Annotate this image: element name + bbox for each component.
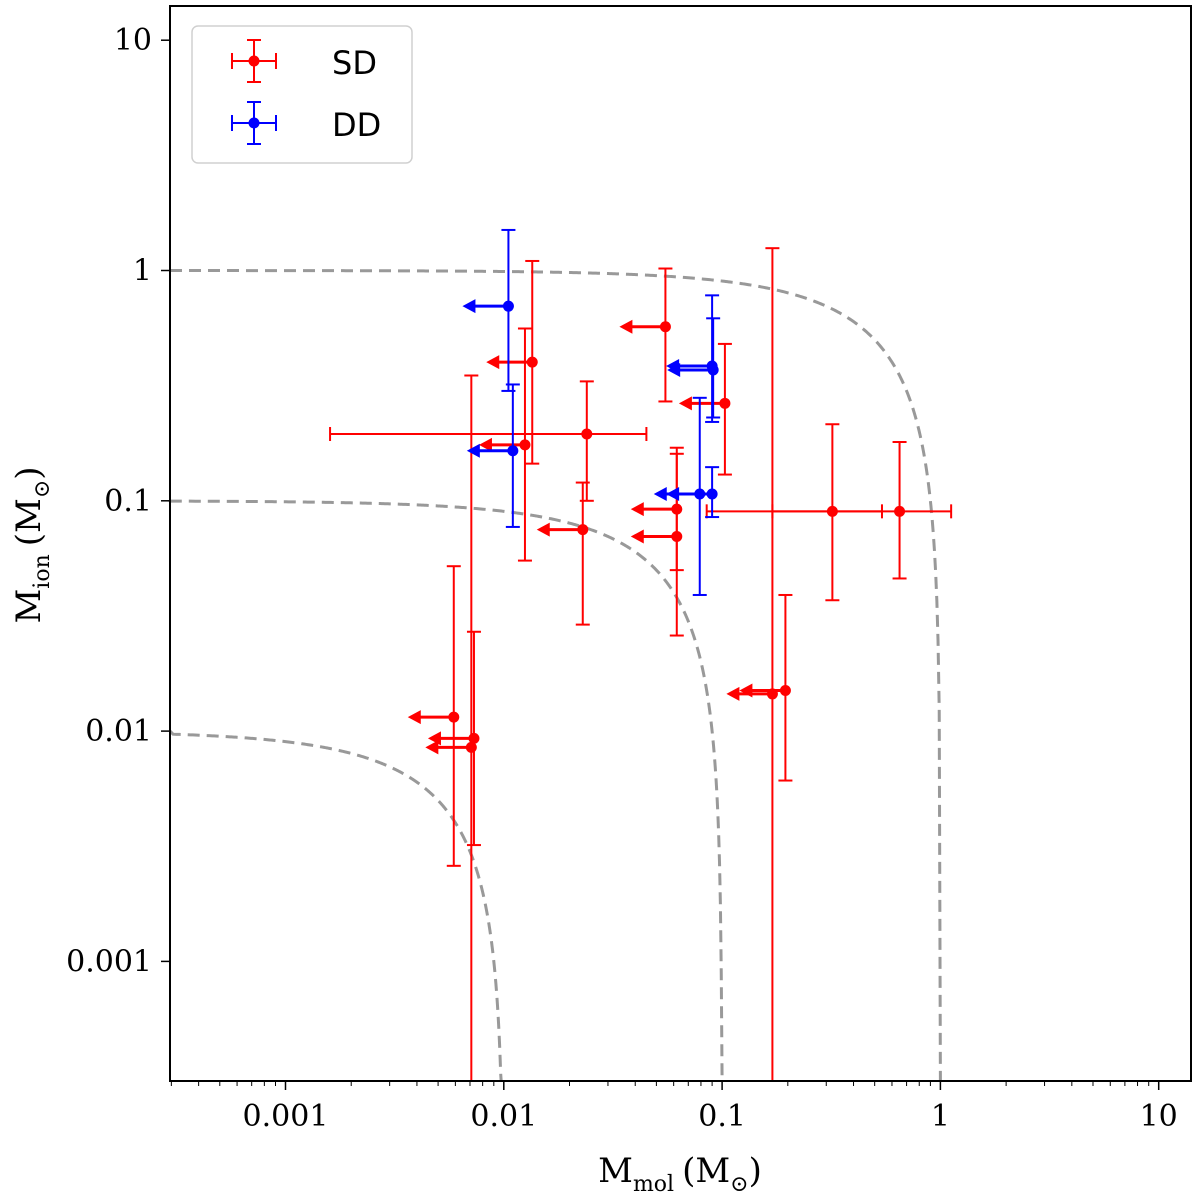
x-tick-label: 0.001	[243, 1099, 329, 1134]
plot-frame	[169, 5, 1192, 1082]
marker	[577, 524, 589, 536]
upper-limit-arrowhead	[678, 396, 692, 411]
data-point-sd	[705, 441, 953, 580]
marker	[465, 741, 477, 753]
upper-limit-arrowhead	[486, 355, 500, 370]
x-tick-label: 1	[931, 1099, 950, 1134]
reference-curve	[169, 269, 942, 1082]
marker	[707, 364, 719, 376]
data-point-sd	[478, 327, 532, 562]
marker	[581, 428, 593, 440]
data-points	[329, 228, 953, 1081]
data-point-sd	[407, 565, 461, 867]
upper-limit-arrowhead	[462, 299, 476, 314]
upper-limit-arrowhead	[726, 686, 740, 701]
legend-entry-sd: SD	[231, 39, 377, 83]
upper-limit-arrowhead	[425, 740, 439, 755]
upper-limit-arrowhead	[666, 487, 680, 502]
marker	[779, 685, 791, 697]
upper-limit-arrowhead	[653, 487, 667, 502]
data-point-dd	[666, 466, 720, 519]
legend-label-dd: DD	[332, 106, 381, 144]
marker	[526, 356, 538, 368]
x-tick-label: 10	[1140, 1099, 1178, 1134]
data-point-dd	[667, 317, 721, 419]
marker	[507, 445, 519, 457]
y-tick-label: 0.01	[85, 714, 152, 749]
legend-entry-dd: DD	[231, 101, 381, 145]
upper-limit-arrowhead	[667, 362, 681, 377]
reference-curves	[168, 269, 942, 1082]
upper-limit-arrowhead	[630, 502, 644, 517]
marker	[671, 530, 683, 542]
data-point-sd	[425, 374, 479, 1081]
data-point-sd	[619, 267, 673, 403]
marker	[659, 321, 671, 333]
x-tick-label: 0.01	[470, 1099, 537, 1134]
reference-curve	[168, 730, 503, 1082]
upper-limit-arrowhead	[739, 683, 753, 698]
upper-limit-arrowhead	[466, 443, 480, 458]
reference-curve	[168, 499, 724, 1082]
marker	[448, 711, 460, 723]
y-tick-label: 10	[114, 23, 152, 58]
marker	[719, 397, 731, 409]
axis-ticks: 0.001 0.01 0.1 1 10 0.001 0.01 0.1 1 10	[66, 23, 1178, 1134]
upper-limit-arrowhead	[407, 710, 421, 725]
x-tick-label: 0.1	[698, 1099, 746, 1134]
x-axis-label: Mmol (M⊙)	[598, 1151, 762, 1197]
y-axis-label: Mion(M⊙)	[9, 466, 55, 623]
upper-limit-arrowhead	[478, 437, 492, 452]
upper-limit-arrowhead	[630, 529, 644, 544]
marker	[894, 505, 906, 517]
data-point-sd	[486, 259, 540, 465]
y-tick-label: 1	[133, 254, 152, 289]
data-point-sd	[630, 452, 684, 637]
legend-label-sd: SD	[332, 44, 377, 82]
legend: SD DD	[191, 25, 413, 164]
y-tick-label: 0.001	[66, 944, 152, 979]
marker	[519, 439, 531, 451]
upper-limit-arrowhead	[536, 522, 550, 537]
data-point-dd	[462, 228, 516, 392]
data-point-sd	[536, 481, 590, 626]
data-point-sd	[678, 342, 732, 476]
marker	[502, 300, 514, 312]
data-point-dd	[466, 383, 520, 528]
y-tick-label: 0.1	[104, 484, 152, 519]
plot-background	[170, 6, 1191, 1081]
upper-limit-arrowhead	[619, 319, 633, 334]
marker	[706, 488, 718, 500]
data-point-sd	[739, 593, 793, 782]
